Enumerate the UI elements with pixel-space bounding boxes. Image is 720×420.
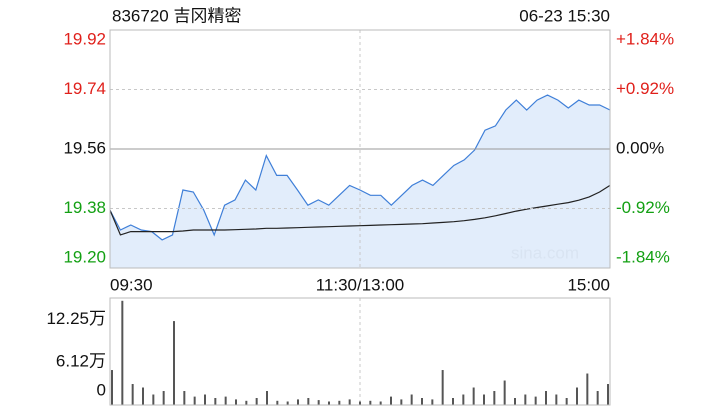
volume-bar [390,396,392,405]
volume-bar [173,321,175,405]
plot-frame [109,297,611,406]
volume-bar [338,400,341,405]
y2-tick-label: 0.00% [616,138,664,157]
volume-bar [503,380,506,405]
volume-bar [152,394,155,405]
volume-bar [483,394,485,405]
y2-tick-label: -1.84% [616,247,670,266]
x-tick-label: 15:00 [567,275,610,294]
volume-bar [586,373,589,405]
volume-bar [472,387,475,405]
price-line [109,94,611,241]
volume-bar [255,398,258,405]
volume-bar [204,394,206,405]
volume-bar [142,387,144,405]
volume-bar [431,399,434,405]
volume-bar [545,391,547,405]
volume-bar [235,399,237,405]
volume-bar [183,391,186,405]
volume-bar [524,394,527,405]
y-tick-label: 19.56 [63,138,106,157]
volume-bar [441,370,444,405]
y2-tick-label: -0.92% [616,198,670,217]
x-tick-label: 09:30 [110,275,153,294]
y-tick-label: 0 [97,380,106,399]
volume-bar [131,384,134,405]
volume-bar [224,396,227,405]
y-tick-label: 19.38 [63,198,106,217]
volume-bar [276,400,279,405]
volume-bar [596,391,599,405]
volume-bar [555,394,558,405]
y-tick-label: 19.20 [63,247,106,266]
average-line [109,184,611,236]
volume-bar [421,398,423,405]
volume-bar [607,384,609,405]
volume-bar [348,399,351,405]
price-area [110,95,610,268]
y-tick-label: 19.92 [63,29,106,48]
volume-bar [493,391,496,405]
y-tick-label: 19.74 [63,79,106,98]
volume-bar [565,398,568,405]
volume-bar [410,394,413,405]
volume-bar [534,396,537,405]
volume-bar [369,400,372,405]
y2-tick-label: +1.84% [616,29,674,48]
volume-bar [193,396,196,405]
volume-bar [307,398,310,405]
chart-title: 836720 吉冈精密 [112,6,241,25]
volume-bar [514,398,516,405]
volume-bar [286,401,289,405]
volume-bar [121,300,124,405]
y-tick-label: 12.25万 [46,309,106,328]
volume-bar [359,401,361,405]
volume-bar [462,394,465,405]
y2-tick-label: +0.92% [616,79,674,98]
volume-bar [162,391,165,405]
volume-bar [297,399,299,405]
y-tick-label: 6.12万 [56,352,106,371]
volume-bar [317,400,320,405]
volume-bar [328,401,330,405]
volume-bar [576,387,578,405]
plot-frame [109,29,611,269]
volume-bar [452,398,454,405]
volume-bar [245,400,248,405]
volume-bar [214,398,217,405]
volume-bar [111,370,113,405]
timestamp: 06-23 15:30 [519,6,610,25]
volume-bar [400,399,403,405]
x-tick-label: 11:30/13:00 [316,275,405,294]
volume-bar [379,401,382,405]
volume-bar [266,391,268,405]
